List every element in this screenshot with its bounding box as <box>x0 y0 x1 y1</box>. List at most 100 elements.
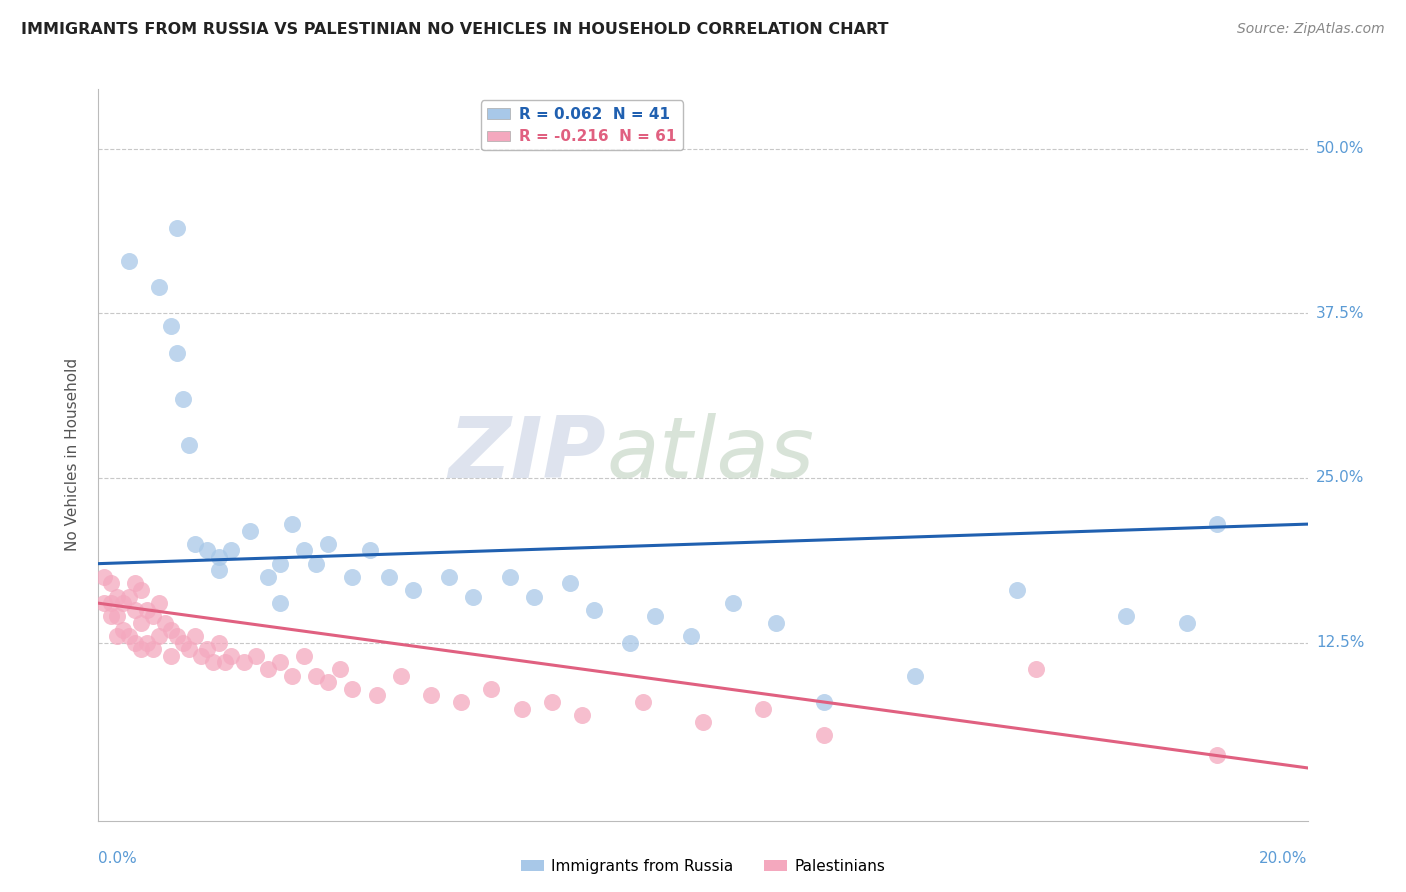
Point <box>342 570 364 584</box>
Point <box>111 623 134 637</box>
Y-axis label: No Vehicles in Household: No Vehicles in Household <box>65 359 80 551</box>
Point <box>329 662 352 676</box>
Point <box>129 615 152 630</box>
Point <box>208 563 231 577</box>
Point <box>360 543 382 558</box>
Point <box>692 714 714 729</box>
Legend: R = 0.062  N = 41, R = -0.216  N = 61: R = 0.062 N = 41, R = -0.216 N = 61 <box>481 101 683 151</box>
Point <box>523 590 546 604</box>
Point <box>148 280 170 294</box>
Point <box>256 570 278 584</box>
Point <box>118 253 141 268</box>
Point <box>202 656 225 670</box>
Point <box>679 629 702 643</box>
Point <box>558 576 581 591</box>
Point <box>316 675 339 690</box>
Point <box>305 668 328 682</box>
Point <box>256 662 278 676</box>
Point <box>118 629 141 643</box>
Text: 12.5%: 12.5% <box>1316 635 1364 650</box>
Point <box>179 438 201 452</box>
Point <box>269 596 291 610</box>
Point <box>208 636 231 650</box>
Point <box>292 543 315 558</box>
Point <box>184 629 207 643</box>
Point <box>105 629 128 643</box>
Point <box>148 629 170 643</box>
Point <box>292 648 315 663</box>
Point <box>281 668 304 682</box>
Point <box>172 636 194 650</box>
Point <box>389 668 412 682</box>
Point <box>1206 517 1229 532</box>
Point <box>498 570 520 584</box>
Point <box>166 220 188 235</box>
Point <box>904 668 927 682</box>
Point <box>765 615 787 630</box>
Point <box>160 648 183 663</box>
Point <box>135 636 157 650</box>
Point <box>583 603 606 617</box>
Text: 37.5%: 37.5% <box>1316 306 1364 321</box>
Point <box>111 596 134 610</box>
Point <box>93 596 115 610</box>
Point <box>172 392 194 406</box>
Point <box>160 623 183 637</box>
Point <box>100 596 122 610</box>
Text: 0.0%: 0.0% <box>98 851 138 866</box>
Point <box>239 524 262 538</box>
Point <box>269 656 291 670</box>
Point <box>100 609 122 624</box>
Point <box>124 576 146 591</box>
Point <box>723 596 745 610</box>
Point <box>510 701 533 715</box>
Text: ZIP: ZIP <box>449 413 606 497</box>
Point <box>571 708 593 723</box>
Point <box>135 603 157 617</box>
Point <box>195 642 218 657</box>
Point <box>281 517 304 532</box>
Text: atlas: atlas <box>606 413 814 497</box>
Point <box>342 681 364 696</box>
Point <box>420 689 443 703</box>
Point <box>195 543 218 558</box>
Point <box>124 603 146 617</box>
Point <box>118 590 141 604</box>
Point <box>1175 615 1198 630</box>
Point <box>105 590 128 604</box>
Point <box>366 689 388 703</box>
Point <box>463 590 485 604</box>
Point <box>1115 609 1137 624</box>
Point <box>540 695 562 709</box>
Point <box>184 537 207 551</box>
Point <box>631 695 654 709</box>
Point <box>129 582 152 597</box>
Text: 25.0%: 25.0% <box>1316 470 1364 485</box>
Point <box>190 648 212 663</box>
Point <box>813 695 835 709</box>
Point <box>214 656 236 670</box>
Point <box>221 648 243 663</box>
Point <box>232 656 254 670</box>
Point <box>166 345 188 359</box>
Point <box>437 570 460 584</box>
Point <box>450 695 472 709</box>
Point <box>316 537 339 551</box>
Text: 50.0%: 50.0% <box>1316 141 1364 156</box>
Point <box>208 550 231 565</box>
Point <box>129 642 152 657</box>
Text: IMMIGRANTS FROM RUSSIA VS PALESTINIAN NO VEHICLES IN HOUSEHOLD CORRELATION CHART: IMMIGRANTS FROM RUSSIA VS PALESTINIAN NO… <box>21 22 889 37</box>
Point <box>179 642 201 657</box>
Legend: Immigrants from Russia, Palestinians: Immigrants from Russia, Palestinians <box>515 853 891 880</box>
Point <box>160 319 183 334</box>
Text: 20.0%: 20.0% <box>1260 851 1308 866</box>
Point <box>305 557 328 571</box>
Point <box>245 648 267 663</box>
Point <box>153 615 176 630</box>
Point <box>377 570 399 584</box>
Point <box>813 728 835 742</box>
Point <box>619 636 641 650</box>
Point <box>752 701 775 715</box>
Point <box>644 609 666 624</box>
Point <box>142 609 165 624</box>
